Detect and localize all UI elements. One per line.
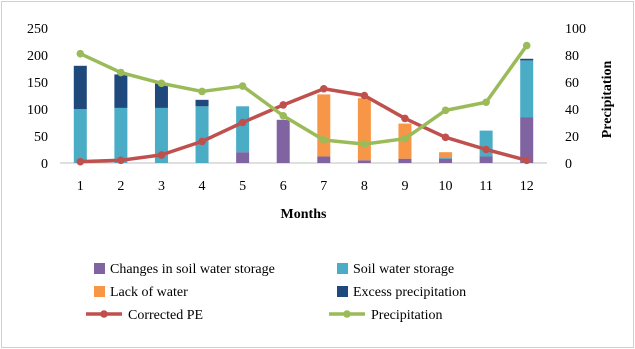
bar-segment xyxy=(439,158,453,163)
legend-swatch xyxy=(337,286,348,297)
series-point xyxy=(198,137,206,146)
y-right-tick-label: 40 xyxy=(565,103,579,118)
series-point xyxy=(360,140,369,148)
series-point xyxy=(319,136,328,144)
series-point xyxy=(117,68,125,77)
series-point xyxy=(319,84,328,93)
bar-segment xyxy=(73,109,87,163)
bar-segment xyxy=(520,117,534,163)
x-axis-label: Months xyxy=(281,207,327,222)
legend: Changes in soil water storage Soil water … xyxy=(86,262,466,323)
bar-segment xyxy=(439,157,453,159)
series-point xyxy=(157,79,166,88)
x-tick-label: 1 xyxy=(77,179,84,194)
y-right-axis: 0 20 40 60 80 100 xyxy=(565,22,586,172)
bar-segment xyxy=(520,60,534,118)
bar-segment xyxy=(276,119,290,163)
x-tick-label: 4 xyxy=(199,179,206,194)
y-left-tick-label: 250 xyxy=(27,22,48,37)
bar-segment xyxy=(114,74,128,108)
bar-segment xyxy=(398,158,412,163)
x-tick-label: 7 xyxy=(320,179,327,194)
series-point xyxy=(441,106,450,115)
series-point xyxy=(522,41,531,50)
series-point xyxy=(441,133,450,142)
series-point xyxy=(482,98,490,107)
legend-marker xyxy=(100,310,108,318)
series-point xyxy=(401,114,409,123)
bar-segment xyxy=(520,58,534,61)
bar-segment xyxy=(479,156,493,163)
bar-segment xyxy=(357,160,371,163)
series-point xyxy=(76,157,85,166)
bars-layer xyxy=(73,58,534,163)
y-left-axis: 0 50 100 150 200 250 xyxy=(27,22,48,172)
bar-segment xyxy=(236,152,250,163)
series-point xyxy=(76,49,85,58)
y-left-tick-label: 150 xyxy=(27,76,48,91)
series-point xyxy=(117,156,125,165)
series-point xyxy=(279,111,288,120)
bar-segment xyxy=(154,83,168,108)
series-point xyxy=(522,156,531,165)
x-tick-label: 12 xyxy=(520,179,534,194)
y-right-tick-label: 20 xyxy=(565,130,579,145)
y-left-tick-label: 50 xyxy=(34,130,48,145)
x-tick-label: 3 xyxy=(158,179,165,194)
bar-segment xyxy=(317,94,331,157)
bar-segment xyxy=(195,106,209,163)
bar-segment xyxy=(154,107,168,163)
bar-segment xyxy=(439,152,453,158)
y-right-axis-label: Precipitation xyxy=(600,61,615,139)
legend-label: Lack of water xyxy=(110,285,188,300)
legend-marker xyxy=(343,310,351,318)
bar-segment xyxy=(236,106,250,153)
legend-label: Excess precipitation xyxy=(353,285,466,300)
x-tick-label: 5 xyxy=(239,179,246,194)
x-tick-label: 9 xyxy=(401,179,408,194)
legend-swatch xyxy=(337,263,348,274)
bar-segment xyxy=(195,99,209,107)
bar-segment xyxy=(357,98,371,161)
series-point xyxy=(157,151,166,159)
y-right-tick-label: 0 xyxy=(565,157,572,172)
series-line xyxy=(80,87,528,164)
x-tick-label: 11 xyxy=(479,179,492,194)
legend-label: Changes in soil water storage xyxy=(110,262,275,277)
y-left-tick-label: 200 xyxy=(27,49,48,64)
series-point xyxy=(482,145,490,154)
series-point xyxy=(401,134,409,143)
legend-swatch xyxy=(94,286,105,297)
y-left-tick-label: 0 xyxy=(41,157,48,172)
y-right-tick-label: 100 xyxy=(565,22,586,37)
legend-label: Precipitation xyxy=(371,308,443,323)
legend-label: Corrected PE xyxy=(128,308,203,323)
x-tick-label: 8 xyxy=(361,179,368,194)
x-tick-label: 2 xyxy=(117,179,124,194)
x-axis: 1 2 3 4 5 6 7 8 9 10 11 12 xyxy=(77,179,534,194)
y-right-tick-label: 80 xyxy=(565,49,579,64)
lines-layer xyxy=(76,41,531,166)
series-point xyxy=(238,82,247,90)
legend-swatch xyxy=(94,263,105,274)
series-point xyxy=(279,101,288,109)
bar-segment xyxy=(73,65,87,109)
bar-segment xyxy=(317,156,331,163)
bar-segment xyxy=(114,107,128,163)
series-point xyxy=(198,87,206,96)
legend-label: Soil water storage xyxy=(353,262,454,277)
series-point xyxy=(360,91,369,100)
x-tick-label: 10 xyxy=(439,179,453,194)
x-tick-label: 6 xyxy=(280,179,287,194)
series-line xyxy=(79,44,529,146)
y-left-tick-label: 100 xyxy=(27,103,48,118)
series-point xyxy=(238,118,247,127)
y-right-tick-label: 60 xyxy=(565,76,579,91)
